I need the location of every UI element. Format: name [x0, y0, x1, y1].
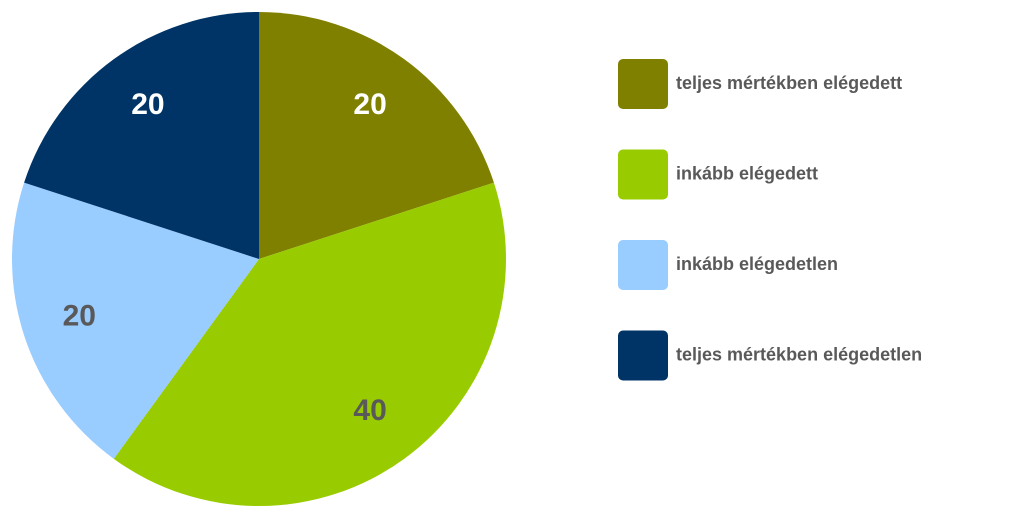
legend-label: teljes mértékben elégedett	[676, 73, 902, 93]
legend-swatch	[618, 240, 668, 290]
data-label: 20	[131, 88, 164, 121]
data-label: 20	[63, 299, 96, 332]
legend-swatch	[618, 59, 668, 109]
pie-slice	[113, 182, 506, 506]
legend-label: inkább elégedetlen	[676, 254, 838, 274]
legend-label: teljes mértékben elégedetlen	[676, 344, 922, 364]
data-label: 20	[353, 88, 386, 121]
data-label: 40	[353, 394, 386, 427]
legend-swatch	[618, 149, 668, 200]
legend-label: inkább elégedett	[676, 163, 818, 183]
pie-slice	[259, 12, 494, 259]
pie-slice	[24, 12, 260, 259]
pie-slice	[12, 182, 260, 459]
legend-swatch	[618, 330, 668, 381]
